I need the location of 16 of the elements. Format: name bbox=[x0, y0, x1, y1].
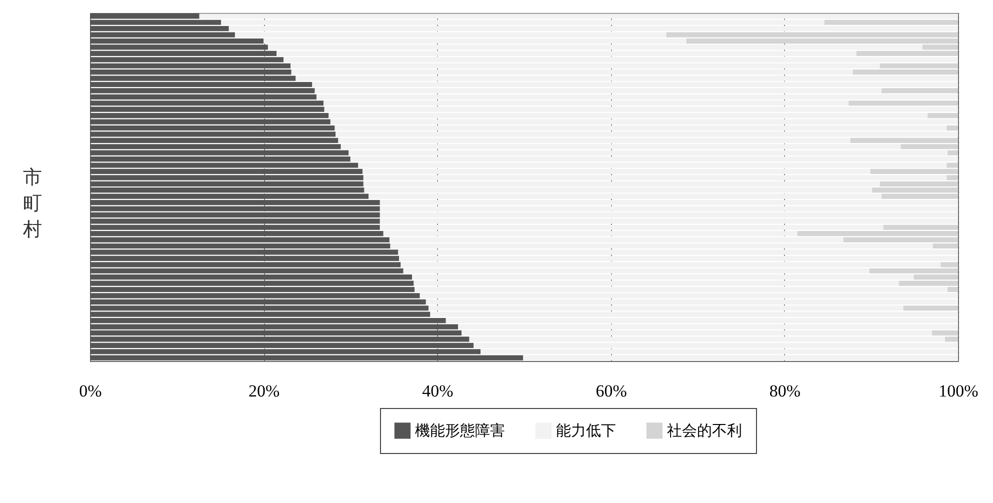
x-tick-label: 0% bbox=[79, 382, 102, 400]
bar bbox=[946, 125, 958, 131]
bar bbox=[903, 306, 958, 311]
legend-label: 社会的不利 bbox=[667, 422, 742, 440]
bar bbox=[848, 100, 958, 106]
x-tick-label: 100% bbox=[938, 382, 978, 400]
y-axis-title: 市町村 bbox=[22, 166, 42, 240]
legend-label: 機能形態障害 bbox=[415, 422, 505, 440]
x-tick-label: 80% bbox=[769, 382, 800, 400]
x-tick-label: 60% bbox=[596, 382, 627, 400]
bar bbox=[882, 88, 958, 94]
x-tick-label: 20% bbox=[248, 382, 280, 400]
bar bbox=[824, 20, 958, 25]
x-tick-label: 40% bbox=[422, 382, 454, 400]
bar bbox=[928, 113, 958, 118]
legend-label: 能力低下 bbox=[556, 422, 616, 440]
